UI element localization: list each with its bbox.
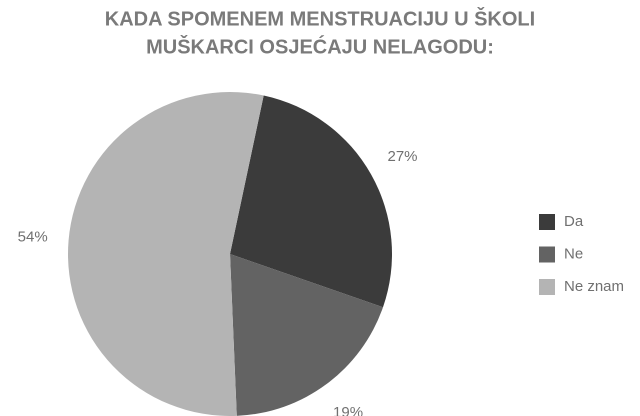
legend-label: Da xyxy=(564,213,584,230)
chart-title: KADA SPOMENEM MENSTRUACIJU U ŠKOLI xyxy=(105,6,535,30)
data-label: 27% xyxy=(387,148,417,165)
legend-swatch xyxy=(539,279,555,295)
pie-slice xyxy=(68,92,264,416)
legend-swatch xyxy=(539,214,555,230)
legend-swatch xyxy=(539,246,555,263)
legend-label: Ne xyxy=(564,245,583,262)
legend-label: Ne znam xyxy=(564,278,624,295)
pie-slice xyxy=(230,95,392,308)
pie-slice xyxy=(230,254,383,416)
data-label: 19% xyxy=(333,404,363,416)
data-label: 54% xyxy=(18,228,48,245)
chart-title: MUŠKARCI OSJEĆAJU NELAGODU: xyxy=(146,34,494,58)
